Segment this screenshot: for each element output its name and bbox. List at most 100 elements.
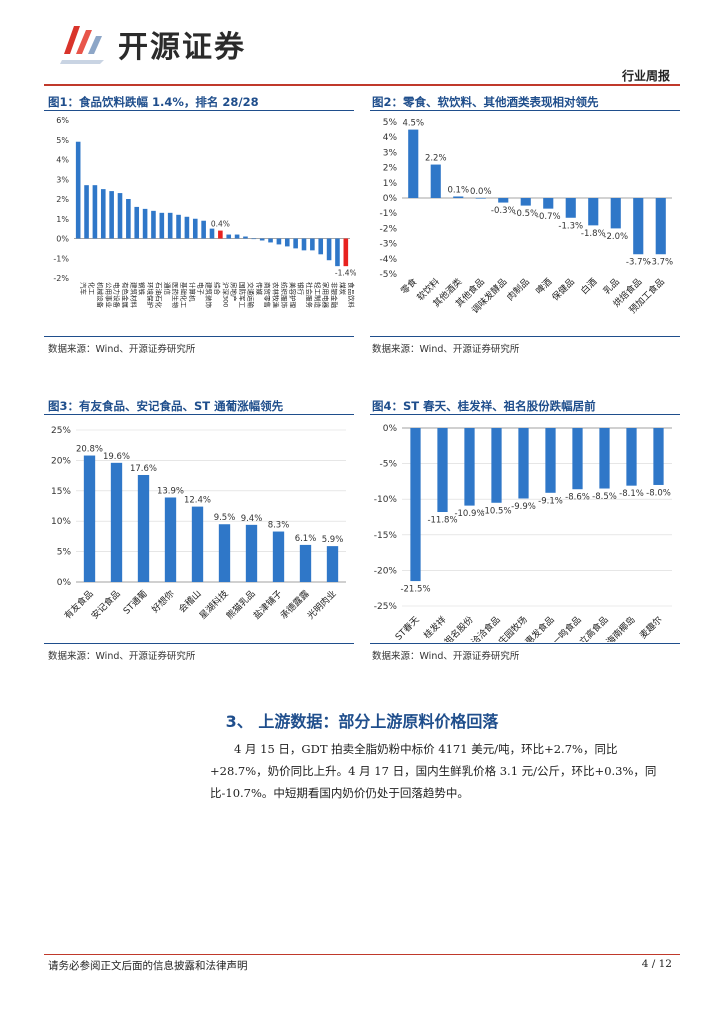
figure-2-title: 图2：零食、软饮料、其他酒类表现相对领先 [372, 95, 599, 109]
y-tick-label: 3% [383, 148, 398, 158]
data-label: 19.6% [103, 452, 130, 462]
bar [191, 506, 204, 582]
data-label: 2.2% [425, 154, 447, 164]
section-title: 3、 上游数据：部分上游原料价格回落 [225, 712, 499, 731]
bar [234, 234, 240, 239]
data-label: -8.1% [619, 489, 644, 499]
bar [92, 185, 98, 239]
bar [543, 198, 554, 209]
category-label: 熊猫乳品 [224, 588, 258, 622]
data-label: -8.5% [592, 492, 617, 502]
logo-mark-icon [60, 26, 104, 64]
bar [243, 236, 248, 239]
y-tick-label: -2% [379, 224, 397, 234]
page-number: 4 / 12 [641, 958, 672, 970]
y-tick-label: 0% [383, 424, 398, 434]
bar [430, 164, 441, 198]
bar [572, 428, 583, 490]
category-label: 医药生物 [171, 282, 180, 309]
y-tick-label: 0% [56, 235, 69, 244]
category-label: 海南椰岛 [604, 614, 638, 642]
data-label: -3.7% [648, 258, 673, 268]
figure-1-source: 数据来源：Wind、开源证券研究所 [48, 344, 196, 355]
section-paragraph: 4 月 15 日，GDT 拍卖全脂奶粉中标价 4171 美元/吨，环比+2.7%… [210, 742, 657, 800]
figure-4-source-rule [370, 643, 680, 644]
figure-4-title: 图4：ST 春天、桂发祥、祖名股份跌幅居前 [372, 399, 596, 413]
data-label: -9.1% [538, 496, 563, 506]
bar [142, 208, 148, 239]
data-label: -0.3% [491, 206, 516, 216]
y-tick-label: 0% [57, 578, 72, 588]
category-label: 承德露露 [278, 588, 312, 622]
data-label: 9.5% [214, 513, 236, 523]
bar [284, 238, 290, 247]
category-label: 庄园牧场 [496, 614, 530, 642]
category-label: 银行 [297, 282, 306, 296]
data-label: -0.5% [513, 209, 538, 219]
y-tick-label: 1% [56, 215, 69, 224]
data-label: -1.3% [558, 221, 583, 231]
bar [326, 546, 339, 582]
data-label: -1.4% [335, 269, 356, 278]
data-label: -21.5% [400, 585, 430, 595]
category-label: 有友食品 [62, 588, 96, 622]
figure-4-rule [370, 414, 680, 415]
data-label: 9.4% [241, 514, 263, 524]
bar [343, 238, 349, 267]
y-tick-label: 0% [383, 194, 398, 204]
category-label: 电力设备 [113, 282, 122, 309]
category-label: 保健品 [549, 276, 577, 304]
data-label: 8.3% [268, 521, 290, 531]
data-label: 5.9% [322, 535, 344, 545]
bar [610, 198, 621, 229]
category-label: 安记食品 [89, 588, 123, 622]
category-label: 综合 [213, 282, 222, 296]
category-label: 会稽山 [176, 588, 204, 616]
bar [226, 234, 232, 239]
bar [276, 238, 282, 245]
bar [259, 238, 265, 241]
category-label: 纺织服饰 [280, 282, 289, 309]
bar [518, 428, 529, 499]
bar [268, 238, 273, 243]
category-label: 交通运输 [246, 282, 255, 309]
category-label: 电子 [196, 282, 205, 296]
y-tick-label: -15% [374, 531, 398, 541]
category-label: 沪深300 [221, 282, 230, 307]
bar [310, 238, 315, 251]
category-label: 惠发食品 [523, 614, 557, 642]
category-label: 房地产 [230, 282, 239, 302]
y-tick-label: -5% [379, 270, 397, 280]
brand-name: 开源证券 [118, 30, 246, 65]
data-label: -3.7% [626, 258, 651, 268]
y-tick-label: 4% [383, 133, 398, 143]
data-label: 17.6% [130, 464, 157, 474]
bar [520, 198, 531, 206]
bar [109, 191, 114, 239]
category-label: 一鸣食品 [550, 614, 584, 642]
category-label: 建筑材料 [129, 282, 138, 309]
bar [318, 238, 324, 255]
category-label: 煤炭 [338, 282, 347, 296]
data-label: -11.8% [427, 516, 457, 526]
bar [588, 198, 599, 226]
category-label: 有色金属 [121, 282, 130, 308]
category-label: 光明肉业 [305, 588, 339, 622]
category-label: 白酒 [578, 276, 599, 297]
category-label: 国防军工 [238, 282, 247, 309]
category-label: 桂发祥 [421, 614, 449, 642]
bar [475, 198, 486, 199]
data-label: 4.5% [402, 119, 424, 129]
y-tick-label: -20% [374, 566, 398, 576]
bar [117, 193, 123, 239]
category-label: 钢铁 [138, 282, 147, 296]
figure-2-source: 数据来源：Wind、开源证券研究所 [372, 344, 520, 355]
category-label: 公用事业 [104, 282, 113, 309]
category-label: 机械设备 [96, 282, 105, 309]
category-label: 乳品 [601, 276, 622, 297]
bar [100, 189, 106, 239]
bar [83, 455, 96, 582]
y-tick-label: -10% [374, 495, 398, 505]
category-label: 农林牧渔 [272, 282, 281, 309]
bar [134, 206, 140, 239]
